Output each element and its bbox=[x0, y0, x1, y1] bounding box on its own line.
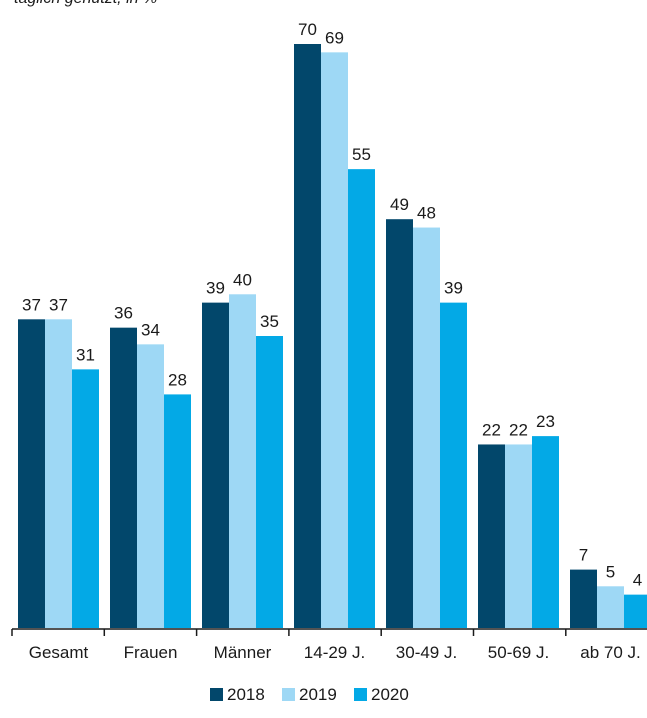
data-label: 22 bbox=[509, 420, 528, 439]
data-label: 48 bbox=[417, 204, 436, 223]
data-label: 39 bbox=[444, 279, 463, 298]
bar-50-69-j--2018 bbox=[478, 444, 505, 628]
data-label: 34 bbox=[141, 320, 160, 339]
x-tick-label: Männer bbox=[214, 643, 272, 662]
data-label: 22 bbox=[482, 420, 501, 439]
bars-layer bbox=[18, 44, 647, 629]
legend-swatch-2020 bbox=[354, 688, 367, 701]
data-label: 35 bbox=[260, 312, 279, 331]
bar-30-49-j--2019 bbox=[413, 227, 440, 629]
bar-50-69-j--2019 bbox=[505, 444, 532, 628]
data-label: 70 bbox=[298, 20, 317, 39]
x-tick-label: Gesamt bbox=[29, 643, 89, 662]
x-tick-label: ab 70 J. bbox=[580, 643, 641, 662]
bar-14-29-j--2018 bbox=[294, 44, 321, 628]
bar-gesamt-2020 bbox=[72, 369, 99, 628]
x-tick-label: 30-49 J. bbox=[396, 643, 457, 662]
x-tick-label: 14-29 J. bbox=[304, 643, 365, 662]
data-label: 39 bbox=[206, 279, 225, 298]
legend: 2018 2019 2020 bbox=[210, 685, 409, 704]
data-label: 36 bbox=[114, 304, 133, 323]
bar-frauen-2018 bbox=[110, 327, 137, 628]
bar-14-29-j--2019 bbox=[321, 52, 348, 629]
legend-label-2018: 2018 bbox=[227, 685, 265, 704]
bar-gesamt-2018 bbox=[18, 319, 45, 628]
data-label: 49 bbox=[390, 195, 409, 214]
bar-gesamt-2019 bbox=[45, 319, 72, 628]
legend-swatch-2019 bbox=[282, 688, 295, 701]
data-label: 37 bbox=[22, 295, 41, 314]
x-axis: Gesamt Frauen Männer 14-29 J. 30-49 J. 50-69 … bbox=[11, 628, 647, 662]
data-label: 28 bbox=[168, 370, 187, 389]
data-labels-layer: 37 37 31 36 34 28 39 40 35 70 69 55 49 48 39 22 22 23 75 4 bbox=[22, 20, 642, 590]
bar-m-nner-2018 bbox=[202, 302, 229, 628]
data-label: 7 bbox=[579, 546, 588, 565]
data-label: 40 bbox=[233, 270, 252, 289]
bar-14-29-j--2020 bbox=[348, 169, 375, 628]
legend-swatch-2018 bbox=[210, 688, 223, 701]
legend-label-2020: 2020 bbox=[371, 685, 409, 704]
bar-frauen-2019 bbox=[137, 344, 164, 628]
bar-30-49-j--2020 bbox=[440, 302, 467, 628]
bar-ab-70-j--2019 bbox=[597, 586, 624, 628]
bar-30-49-j--2018 bbox=[386, 219, 413, 628]
x-tick-label: 50-69 J. bbox=[488, 643, 549, 662]
data-label: 37 bbox=[49, 295, 68, 314]
bar-frauen-2020 bbox=[164, 394, 191, 628]
bar-m-nner-2020 bbox=[256, 336, 283, 628]
data-label: 4 bbox=[633, 571, 642, 590]
data-label: 5 bbox=[606, 562, 615, 581]
bar-m-nner-2019 bbox=[229, 294, 256, 628]
bar-ab-70-j--2018 bbox=[570, 569, 597, 628]
chart-subtitle: täglich genutzt, in % bbox=[14, 0, 157, 8]
data-label: 55 bbox=[352, 145, 371, 164]
data-label: 23 bbox=[536, 412, 555, 431]
x-tick-label: Frauen bbox=[124, 643, 178, 662]
data-label: 69 bbox=[325, 28, 344, 47]
bar-50-69-j--2020 bbox=[532, 436, 559, 628]
data-label: 31 bbox=[76, 345, 95, 364]
legend-label-2019: 2019 bbox=[299, 685, 337, 704]
bar-ab-70-j--2020 bbox=[624, 594, 647, 628]
